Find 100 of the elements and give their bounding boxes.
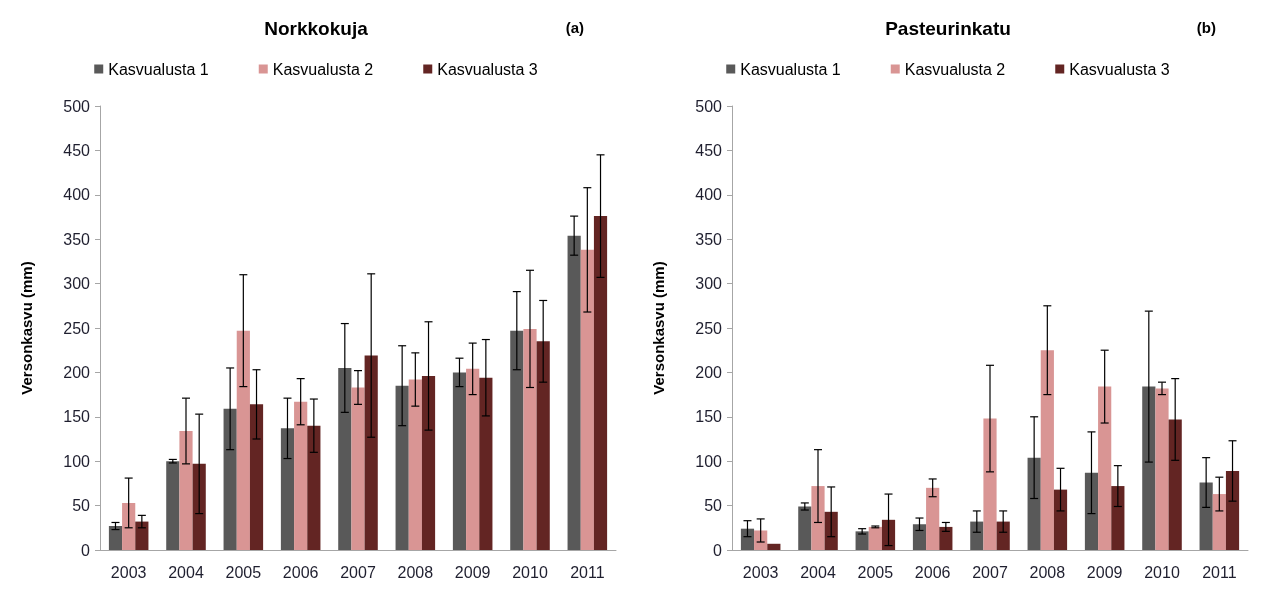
bar xyxy=(798,506,812,550)
chart-title: Norkkokuja xyxy=(264,18,369,39)
bar xyxy=(1225,470,1240,550)
bar xyxy=(740,528,755,550)
x-tick-label: 2003 xyxy=(742,563,779,581)
bar xyxy=(970,521,984,550)
y-tick-label: 50 xyxy=(72,497,91,515)
y-axis-title: Versonkasvu (mm) xyxy=(18,261,35,395)
bar xyxy=(855,531,869,550)
bar xyxy=(593,216,608,550)
bar xyxy=(824,511,838,550)
bar xyxy=(939,526,953,550)
x-tick-label: 2008 xyxy=(397,563,434,581)
x-tick-label: 2010 xyxy=(1144,563,1180,581)
y-tick-label: 500 xyxy=(695,97,723,115)
x-tick-label: 2007 xyxy=(972,563,1008,581)
bar xyxy=(1027,457,1041,550)
bar xyxy=(996,521,1010,550)
bar xyxy=(294,401,308,550)
y-tick-label: 200 xyxy=(63,363,91,381)
bar xyxy=(479,377,493,550)
bar xyxy=(223,408,237,550)
x-tick-label: 2009 xyxy=(454,563,491,581)
y-tick-label: 0 xyxy=(81,541,91,559)
text: (a) xyxy=(565,19,585,36)
bar xyxy=(1111,486,1125,550)
legend-label: Kasvualusta 2 xyxy=(904,60,1006,78)
y-tick-label: 500 xyxy=(63,97,91,115)
y-tick-label: 300 xyxy=(695,275,723,293)
bar xyxy=(408,379,422,550)
bar xyxy=(466,368,480,550)
bar xyxy=(868,526,882,550)
bar xyxy=(280,428,295,550)
x-tick-label: 2007 xyxy=(340,563,376,581)
y-tick-label: 450 xyxy=(63,141,91,159)
y-tick-label: 300 xyxy=(63,275,91,293)
bar xyxy=(767,543,781,550)
bar xyxy=(452,372,467,550)
x-tick-label: 2004 xyxy=(800,563,836,581)
y-tick-label: 150 xyxy=(63,408,91,426)
bar xyxy=(926,487,940,550)
bar xyxy=(983,418,997,550)
legend-label: Kasvualusta 1 xyxy=(740,60,841,78)
bar xyxy=(307,425,321,550)
x-tick-label: 2011 xyxy=(570,563,605,581)
bar xyxy=(567,235,581,550)
bar xyxy=(351,387,365,550)
y-tick-label: 450 xyxy=(695,141,723,159)
y-tick-label: 350 xyxy=(695,230,723,248)
x-tick-label: 2010 xyxy=(512,563,548,581)
bar xyxy=(1142,386,1156,550)
y-tick-label: 50 xyxy=(704,497,723,515)
bar xyxy=(122,502,136,550)
bar xyxy=(192,463,206,550)
bar xyxy=(395,385,409,550)
legend-label: Kasvualusta 2 xyxy=(272,60,374,78)
bar xyxy=(523,328,537,550)
bar xyxy=(338,367,352,550)
bar xyxy=(1098,386,1112,550)
y-tick-label: 100 xyxy=(63,452,91,470)
x-tick-label: 2005 xyxy=(857,563,894,581)
text: (b) xyxy=(1196,19,1216,36)
x-tick-label: 2003 xyxy=(110,563,147,581)
bar xyxy=(580,249,594,550)
bar xyxy=(1084,472,1099,550)
bar xyxy=(179,431,193,550)
bar xyxy=(236,330,250,550)
bar xyxy=(421,375,436,550)
bar xyxy=(1053,489,1068,550)
x-tick-label: 2006 xyxy=(282,563,319,581)
y-tick-label: 150 xyxy=(695,408,723,426)
y-tick-label: 350 xyxy=(63,230,91,248)
x-tick-label: 2004 xyxy=(168,563,204,581)
y-axis-title: Versonkasvu (mm) xyxy=(650,261,667,395)
y-tick-label: 0 xyxy=(713,541,723,559)
legend-label: Kasvualusta 1 xyxy=(108,60,209,78)
bar xyxy=(1212,494,1226,550)
x-tick-label: 2006 xyxy=(914,563,951,581)
bar xyxy=(1168,419,1182,550)
bar xyxy=(811,486,825,550)
bar xyxy=(510,330,524,550)
legend-label: Kasvualusta 3 xyxy=(437,60,538,78)
x-tick-label: 2005 xyxy=(225,563,262,581)
bar xyxy=(364,355,378,550)
y-tick-label: 400 xyxy=(63,186,91,204)
bar xyxy=(1040,350,1054,550)
bar xyxy=(249,404,264,550)
bar xyxy=(166,461,180,550)
y-tick-label: 100 xyxy=(695,452,723,470)
bar xyxy=(135,521,149,550)
bar xyxy=(1199,482,1213,550)
x-tick-label: 2009 xyxy=(1086,563,1123,581)
legend-label: Kasvualusta 3 xyxy=(1069,60,1170,78)
x-tick-label: 2011 xyxy=(1202,563,1237,581)
bar xyxy=(536,341,550,550)
x-tick-label: 2008 xyxy=(1029,563,1066,581)
y-tick-label: 200 xyxy=(695,363,723,381)
y-tick-label: 250 xyxy=(63,319,91,337)
y-tick-label: 250 xyxy=(695,319,723,337)
bar xyxy=(912,524,927,550)
